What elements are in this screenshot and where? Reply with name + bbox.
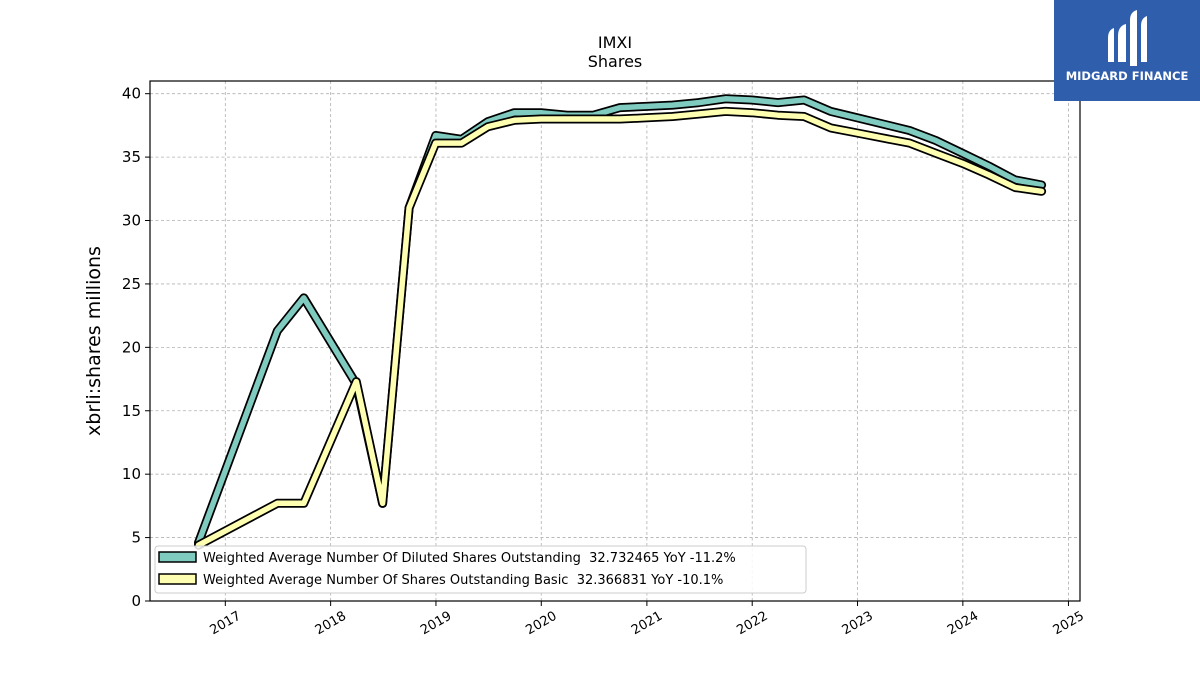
x-tick-label: 2017 (207, 609, 243, 639)
y-tick-label: 30 (122, 212, 141, 230)
y-tick-label: 35 (122, 148, 141, 166)
x-tick-label: 2020 (523, 609, 559, 639)
x-tick-label: 2025 (1051, 609, 1087, 639)
midgard-finance-logo: MIDGARD FINANCE (1054, 0, 1200, 101)
plot-frame (149, 80, 1081, 602)
x-tick-label: 2024 (945, 609, 981, 639)
series-line-1 (195, 108, 1045, 548)
y-tick-label: 5 (131, 529, 141, 547)
y-tick-label: 40 (122, 85, 141, 103)
legend-swatch-basic (158, 573, 197, 585)
legend-label-diluted: Weighted Average Number Of Diluted Share… (203, 551, 736, 566)
y-tick-label: 20 (122, 338, 141, 356)
chart-subtitle: Shares (588, 52, 643, 71)
x-tick-label: 2023 (840, 609, 876, 639)
legend: Weighted Average Number Of Diluted Share… (154, 545, 807, 594)
legend-swatch-diluted (158, 551, 197, 563)
y-tick-label: 15 (122, 402, 141, 420)
y-tick-label: 25 (122, 275, 141, 293)
logo-text: MIDGARD FINANCE (1066, 69, 1189, 83)
y-tick-label: 0 (131, 592, 141, 610)
plot-lines (194, 94, 1047, 550)
grid (150, 81, 1080, 602)
y-tick-label: 10 (122, 465, 141, 483)
series-outline-0 (194, 94, 1047, 548)
x-tick-label: 2019 (418, 609, 454, 639)
chart-title: IMXI (598, 33, 632, 52)
y-axis-label: xbrli:shares millions (83, 246, 105, 436)
x-tick-label: 2022 (734, 609, 770, 639)
series-line-0 (195, 96, 1045, 546)
x-tick-label: 2021 (629, 609, 665, 639)
legend-label-basic: Weighted Average Number Of Shares Outsta… (203, 573, 723, 588)
logo-background (1054, 0, 1200, 101)
logo-mark-icon (1108, 10, 1147, 66)
legend-box (154, 545, 807, 594)
x-tick-label: 2018 (313, 609, 349, 639)
